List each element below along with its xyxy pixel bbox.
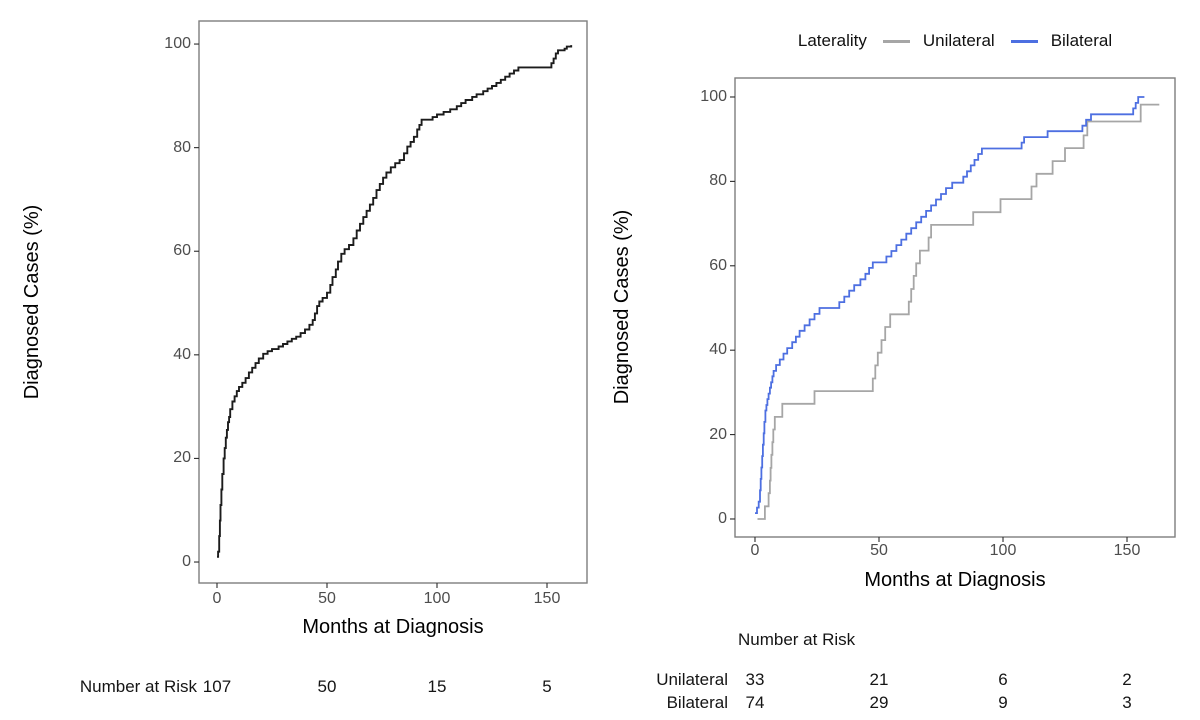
x-tick-label: 100	[989, 542, 1017, 559]
legend-title: Laterality	[797, 31, 867, 50]
right-panel	[730, 77, 1176, 542]
y-tick-label: 40	[173, 345, 191, 363]
risk-value: 21	[869, 670, 889, 689]
legend-label-unilateral: Unilateral	[922, 31, 995, 50]
legend-label-bilateral: Bilateral	[1050, 31, 1113, 50]
legend-item-bilateral: Bilateral	[1010, 31, 1113, 51]
x-tick-label: 100	[423, 590, 451, 607]
right-y-axis-title: Diagnosed Cases (%)	[611, 209, 633, 405]
x-tick-label: 150	[533, 590, 561, 607]
bilateral-line-key-icon	[1010, 39, 1038, 43]
risk-value: 74	[745, 693, 765, 712]
y-tick-label: 60	[709, 256, 727, 274]
left-x-axis-title: Months at Diagnosis	[302, 616, 484, 638]
risk-value: 9	[998, 693, 1008, 712]
y-tick-label: 0	[182, 553, 191, 571]
panel-border	[198, 20, 588, 584]
left-risk-table-label: Number at Risk	[79, 677, 197, 696]
y-tick-label: 20	[709, 425, 727, 443]
y-tick-label: 100	[700, 87, 727, 105]
left-panel	[194, 20, 588, 588]
x-tick-label: 150	[1113, 542, 1141, 559]
curve-bilateral	[755, 96, 1145, 514]
curve-all-cases	[217, 45, 573, 558]
risk-value: 107	[202, 677, 232, 696]
y-tick-label: 100	[164, 35, 191, 53]
right-x-axis-title: Months at Diagnosis	[864, 569, 1046, 591]
risk-value: 15	[427, 677, 447, 696]
risk-value: 33	[745, 670, 765, 689]
y-tick-label: 80	[173, 138, 191, 156]
risk-value: 29	[869, 693, 889, 712]
laterality-legend: Laterality Unilateral Bilateral	[735, 29, 1175, 53]
risk-value: 5	[542, 677, 552, 696]
curve-unilateral	[757, 103, 1160, 520]
y-tick-label: 80	[709, 172, 727, 190]
unilateral-line-key-icon	[882, 39, 910, 43]
panel-border	[734, 77, 1176, 538]
left-y-axis-title: Diagnosed Cases (%)	[21, 204, 43, 400]
y-tick-label: 60	[173, 242, 191, 260]
right-risk-table-label: Number at Risk	[738, 630, 856, 649]
x-tick-label: 50	[870, 542, 888, 559]
y-tick-label: 20	[173, 449, 191, 467]
y-tick-label: 40	[709, 341, 727, 359]
x-tick-label: 0	[212, 590, 222, 607]
risk-value: 50	[317, 677, 337, 696]
risk-value: 2	[1122, 670, 1132, 689]
risk-value: 3	[1122, 693, 1132, 712]
legend-item-unilateral: Unilateral	[882, 31, 995, 51]
risk-row-label-bilateral: Bilateral	[666, 693, 728, 712]
x-tick-label: 0	[750, 542, 760, 559]
risk-row-label-unilateral: Unilateral	[656, 670, 728, 689]
x-tick-label: 50	[318, 590, 336, 607]
y-tick-label: 0	[718, 509, 727, 527]
risk-value: 6	[998, 670, 1008, 689]
